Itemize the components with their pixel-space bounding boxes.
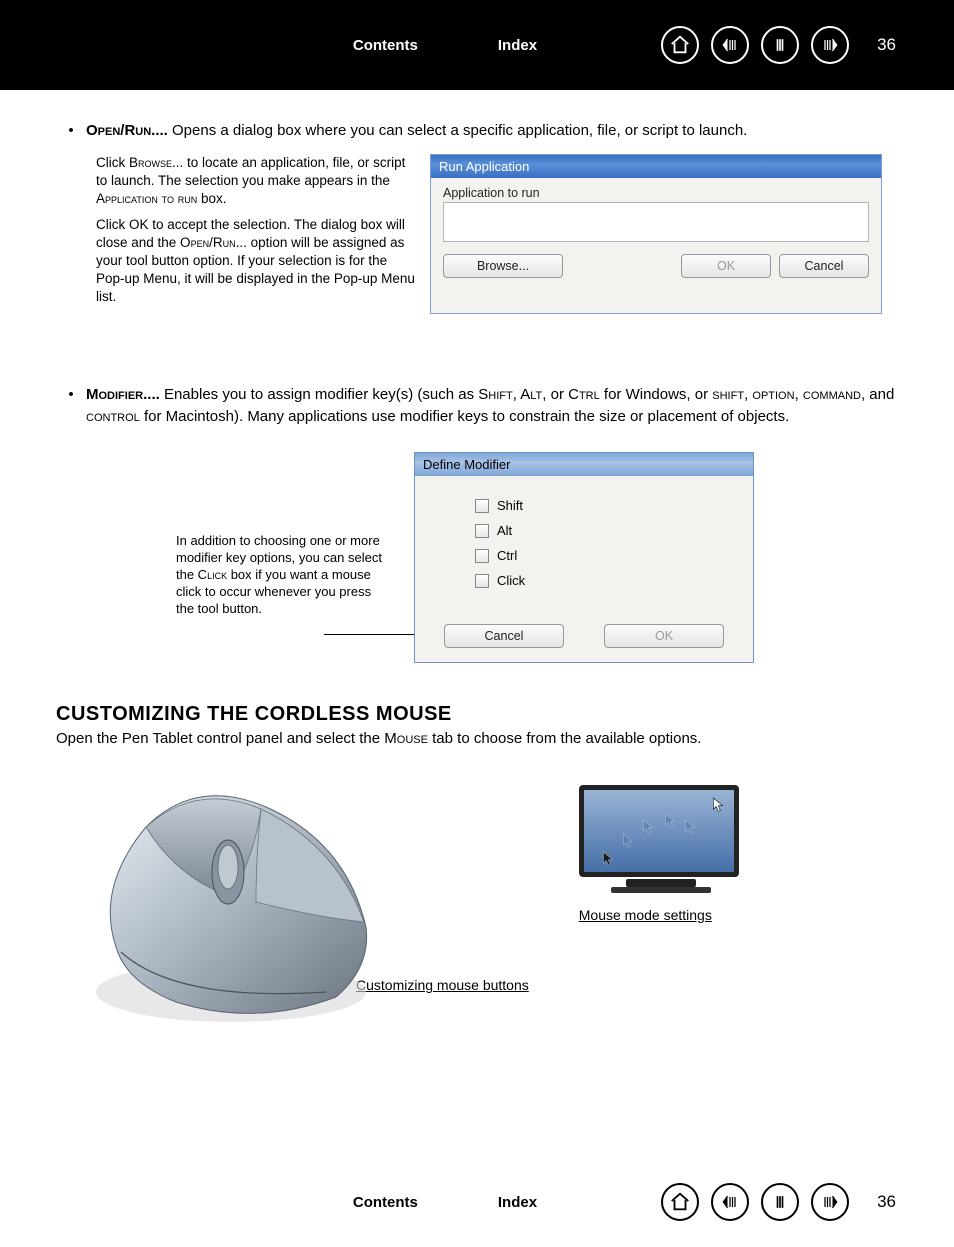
application-to-run-input[interactable] <box>443 202 869 242</box>
pause-icon[interactable] <box>761 1183 799 1221</box>
modifier-text: Modifier.... Enables you to assign modif… <box>86 384 898 428</box>
ctrl-label: Ctrl <box>497 548 517 563</box>
nav-contents-link[interactable]: Contents <box>353 37 418 54</box>
modifier-cancel-button[interactable]: Cancel <box>444 624 564 648</box>
openrun-instructions: Click Browse... to locate an application… <box>96 154 416 314</box>
monitor-illustration <box>579 785 744 895</box>
connector-line <box>324 634 414 635</box>
nav-index-link-bottom[interactable]: Index <box>498 1194 537 1211</box>
modifier-dialog-title: Define Modifier <box>415 453 753 476</box>
section-heading: CUSTOMIZING THE CORDLESS MOUSE <box>56 703 898 726</box>
page-content: • Open/Run.... Opens a dialog box where … <box>0 90 954 1077</box>
nav-index-link[interactable]: Index <box>498 37 537 54</box>
ctrl-checkbox[interactable] <box>475 549 489 563</box>
prev-icon[interactable] <box>711 1183 749 1221</box>
cursor-icon <box>664 812 678 830</box>
prev-icon[interactable] <box>711 26 749 64</box>
click-checkbox[interactable] <box>475 574 489 588</box>
run-application-dialog: Run Application Application to run Brows… <box>430 154 882 314</box>
next-icon[interactable] <box>811 26 849 64</box>
cursor-icon <box>684 818 698 836</box>
nav-contents-link-bottom[interactable]: Contents <box>353 1194 418 1211</box>
click-label: Click <box>497 573 525 588</box>
top-navbar: Contents Index 36 <box>0 0 954 90</box>
modifier-side-note: In addition to choosing one or more modi… <box>176 452 386 617</box>
run-field-label: Application to run <box>443 186 869 200</box>
cursor-icon <box>602 850 616 868</box>
modifier-ok-button[interactable]: OK <box>604 624 724 648</box>
page-number-top: 36 <box>877 35 896 55</box>
define-modifier-dialog: Define Modifier Shift Alt Ctrl Click Can… <box>414 452 754 663</box>
page-number-bottom: 36 <box>877 1192 896 1212</box>
shift-label: Shift <box>497 498 523 513</box>
next-icon[interactable] <box>811 1183 849 1221</box>
alt-checkbox[interactable] <box>475 524 489 538</box>
browse-button[interactable]: Browse... <box>443 254 563 278</box>
bullet-dot: • <box>56 384 86 428</box>
run-dialog-title: Run Application <box>431 155 881 178</box>
bottom-navbar: Contents Index 36 <box>0 1157 954 1247</box>
cursor-icon <box>642 818 656 836</box>
home-icon[interactable] <box>661 26 699 64</box>
run-cancel-button[interactable]: Cancel <box>779 254 869 278</box>
mouse-illustration <box>56 767 386 1037</box>
mouse-mode-settings-link[interactable]: Mouse mode settings <box>579 907 712 923</box>
section-subtext: Open the Pen Tablet control panel and se… <box>56 730 898 747</box>
shift-checkbox[interactable] <box>475 499 489 513</box>
openrun-text: Open/Run.... Opens a dialog box where yo… <box>86 120 898 142</box>
run-ok-button[interactable]: OK <box>681 254 771 278</box>
cursor-icon <box>622 832 636 850</box>
bullet-dot: • <box>56 120 86 142</box>
home-icon[interactable] <box>661 1183 699 1221</box>
pause-icon[interactable] <box>761 26 799 64</box>
alt-label: Alt <box>497 523 512 538</box>
cursor-icon <box>712 796 726 814</box>
